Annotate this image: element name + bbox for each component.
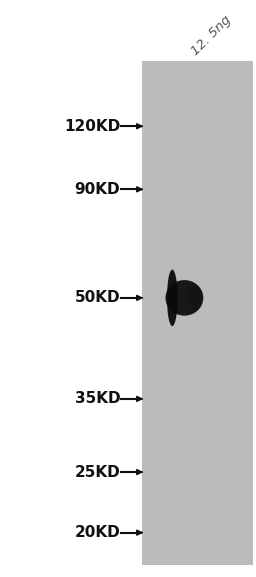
Text: 50KD: 50KD bbox=[75, 290, 120, 305]
Bar bbox=[142, 61, 253, 565]
Ellipse shape bbox=[165, 280, 203, 316]
Text: 90KD: 90KD bbox=[75, 182, 120, 197]
Text: 120KD: 120KD bbox=[64, 119, 120, 134]
Text: 12. 5ng: 12. 5ng bbox=[189, 13, 233, 58]
Ellipse shape bbox=[188, 286, 202, 310]
Text: 25KD: 25KD bbox=[74, 464, 120, 479]
Text: 20KD: 20KD bbox=[74, 525, 120, 540]
Text: 35KD: 35KD bbox=[75, 391, 120, 406]
Ellipse shape bbox=[167, 269, 178, 326]
